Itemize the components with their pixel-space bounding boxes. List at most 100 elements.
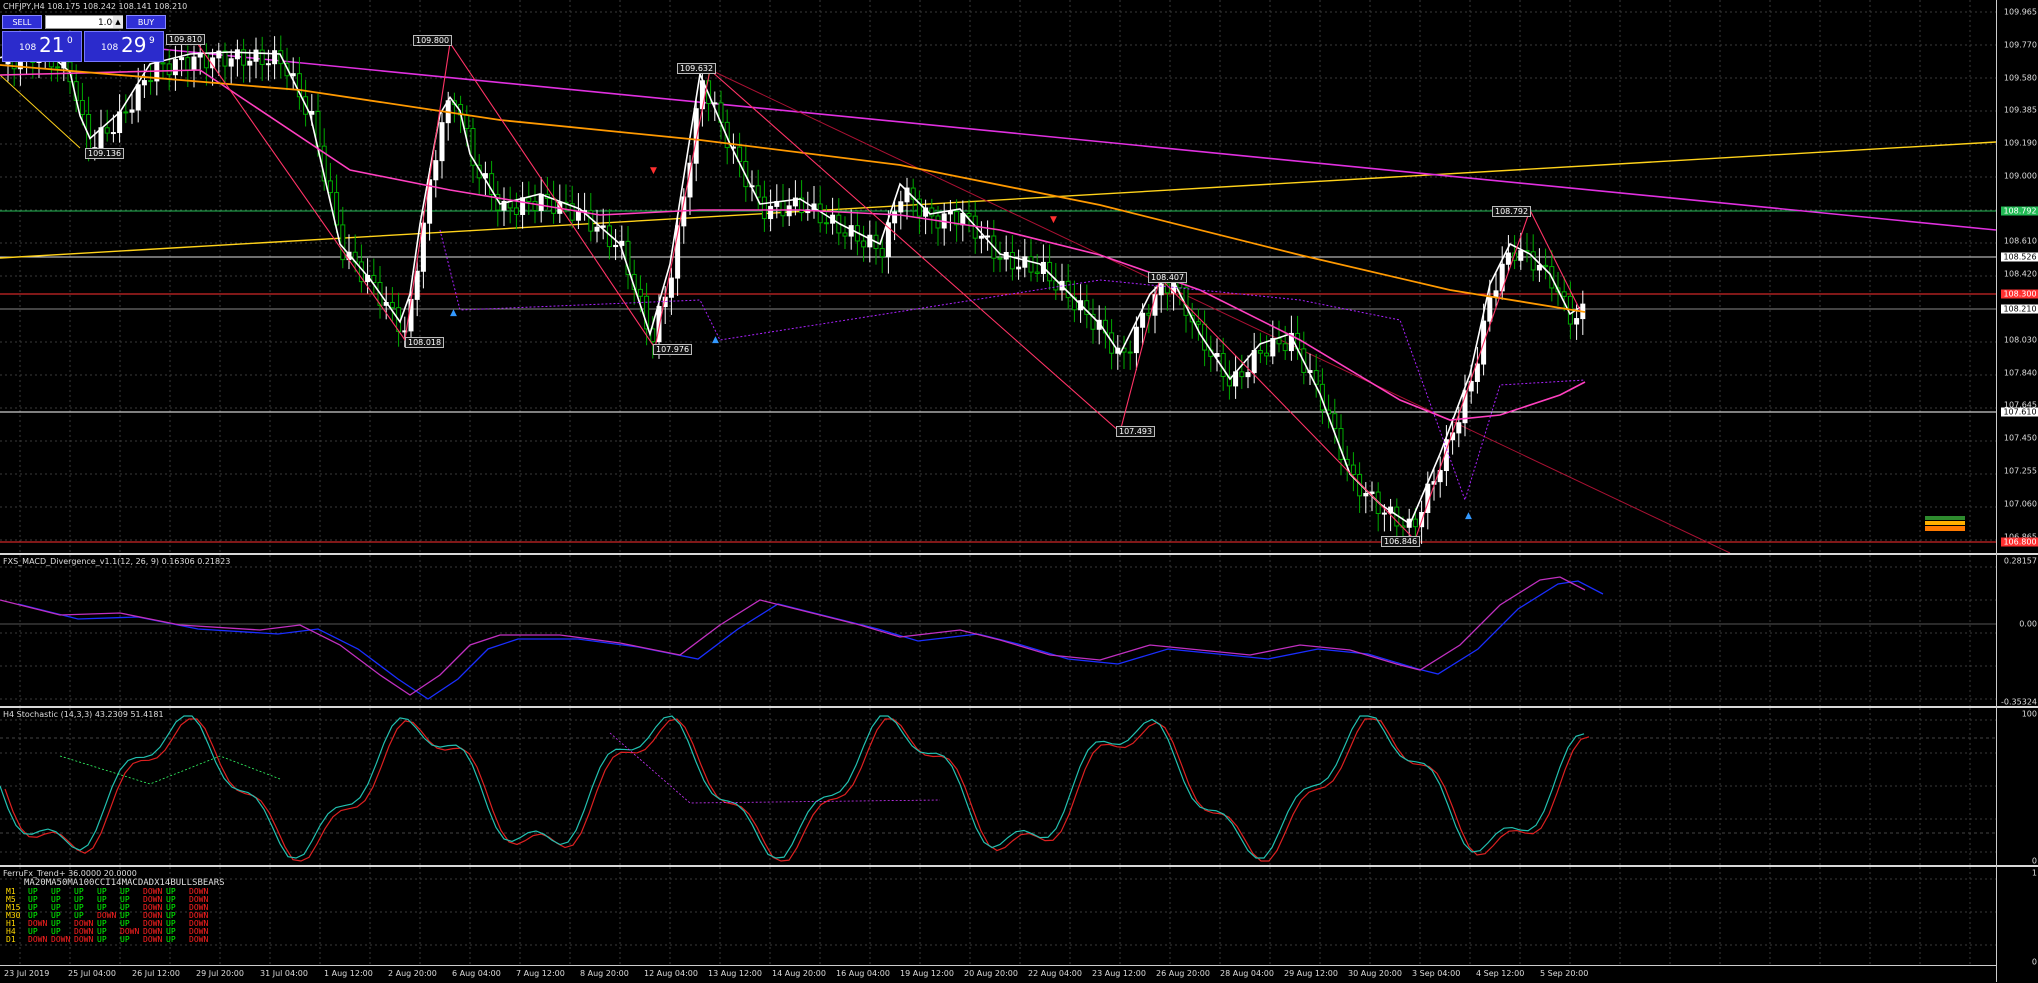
candle-body	[1034, 271, 1040, 274]
trend-row: M1 UP UP UP UP UP DOWN UP DOWN	[6, 888, 212, 896]
pane-separator[interactable]	[0, 706, 2038, 708]
time-axis-label: 20 Aug 20:00	[964, 969, 1018, 978]
trend-cell: UP	[74, 895, 84, 904]
candle-body	[1574, 318, 1580, 325]
trend-cell: DOWN	[189, 895, 209, 904]
price-axis-label: 109.770	[2003, 40, 2037, 50]
candle-body	[1065, 280, 1071, 299]
candle-body	[637, 288, 643, 297]
trend-cell: DOWN	[28, 919, 48, 928]
candle-body	[1158, 283, 1164, 296]
trend-cell: UP	[28, 911, 38, 920]
macd-title: FXS_MACD_Divergence_v1.1(12, 26, 9) 0.16…	[3, 557, 231, 566]
sell-button[interactable]: SELL	[2, 15, 42, 29]
candle-body	[420, 222, 426, 272]
candle-body	[1505, 252, 1511, 265]
channel-line	[699, 64, 1731, 554]
candle-body	[489, 173, 495, 195]
divergence-line	[59, 755, 281, 785]
candle-body	[1028, 256, 1034, 273]
sell-arrow-icon: ▼	[1050, 215, 1057, 225]
one-click-trading-panel: SELL ▼ 1.00 ▲ BUY 108 21 0 108 29 9	[2, 12, 166, 62]
buy-quote[interactable]: 108 29 9	[84, 31, 164, 62]
candle-body	[1363, 492, 1369, 497]
candle-body	[768, 205, 774, 220]
candle-body	[340, 224, 346, 261]
trend-pane[interactable]	[0, 867, 1996, 965]
time-axis-label: 22 Aug 04:00	[1028, 969, 1082, 978]
candle-body	[129, 109, 135, 113]
trend-timeframe: D1	[6, 935, 16, 944]
candle-body	[1437, 470, 1443, 483]
pane-separator[interactable]	[0, 553, 2038, 555]
candle-body	[389, 302, 395, 309]
candle-body	[532, 200, 538, 211]
time-axis-label: 23 Aug 12:00	[1092, 969, 1146, 978]
trend-cell: UP	[51, 887, 61, 896]
buy-quote-prefix: 108	[101, 43, 119, 53]
volume-profile-widget	[1925, 516, 1965, 532]
candle-body	[761, 196, 767, 220]
candle-body	[954, 211, 960, 226]
candle-body	[1245, 372, 1251, 378]
candle-body	[414, 270, 420, 300]
candle-body	[79, 100, 85, 116]
candle-body	[439, 122, 445, 162]
candle-body	[898, 201, 904, 213]
pane-separator[interactable]	[0, 865, 2038, 867]
time-axis-label: 1 Aug 12:00	[324, 969, 373, 978]
trend-timeframe: H4	[6, 927, 16, 936]
trend-table: M1 UP UP UP UP UP DOWN UP DOWN M5 UP UP UP UP UP DOWN UP…	[6, 888, 212, 944]
candle-body	[179, 57, 185, 61]
price-axis[interactable]: 109.965 109.770 109.580 109.385 109.190 …	[1996, 0, 2038, 982]
trend-timeframe: M15	[6, 903, 21, 912]
main-chart-pane[interactable]: ▲ ▲ ▲ ▼ ▼	[0, 0, 1997, 554]
candle-body	[253, 49, 259, 62]
candle-body	[1195, 321, 1201, 325]
price-tag: 108.210	[2001, 304, 2038, 314]
candle-body	[1462, 390, 1468, 424]
price-tag: 108.526	[2001, 252, 2038, 262]
trend-timeframe: M1	[6, 887, 16, 896]
candle-body	[290, 73, 296, 77]
trend-row: D1 DOWN DOWN DOWN UP UP DOWN UP DOWN	[6, 936, 212, 944]
trend-cell: UP	[97, 887, 107, 896]
lot-increase-button[interactable]: ▲	[113, 16, 123, 28]
candle-body	[1276, 338, 1282, 345]
price-axis-label: 107.060	[2003, 499, 2037, 509]
candle-body	[148, 80, 154, 83]
candle-body	[185, 57, 191, 71]
trend-cell: UP	[51, 895, 61, 904]
sell-quote[interactable]: 108 21 0	[2, 31, 82, 62]
time-axis-label: 29 Jul 20:00	[196, 969, 244, 978]
macd-axis-label: 0.00	[2019, 619, 2037, 629]
candle-body	[1270, 338, 1276, 357]
candle-body	[191, 56, 197, 71]
candle-body	[1561, 291, 1567, 297]
macd-line	[0, 576, 1586, 696]
trend-cell: DOWN	[143, 919, 163, 928]
candle-body	[538, 193, 544, 211]
time-axis-label: 25 Jul 04:00	[68, 969, 116, 978]
candle-body	[272, 50, 278, 65]
price-axis-label: 109.580	[2003, 73, 2037, 83]
price-tag: 106.800	[2001, 537, 2038, 547]
macd-pane[interactable]	[0, 555, 1996, 706]
stochastic-pane[interactable]	[0, 708, 1996, 865]
candle-body	[960, 213, 966, 226]
lot-size-input[interactable]: 1.00	[45, 15, 123, 29]
price-axis-label: 107.645	[2003, 400, 2037, 410]
ma-mid-line	[0, 69, 1586, 421]
trend-col-header: MA100	[67, 878, 95, 888]
candle-body	[166, 63, 172, 76]
time-axis[interactable]: 23 Jul 2019 25 Jul 04:00 26 Jul 12:00 29 Ju…	[0, 965, 1996, 983]
trend-cell: DOWN	[120, 927, 140, 936]
buy-button[interactable]: BUY	[126, 15, 166, 29]
candle-body	[464, 114, 470, 129]
candle-body	[1202, 323, 1208, 351]
price-chart[interactable]: ▲ ▲ ▲ ▼ ▼	[0, 0, 1997, 554]
candle-body	[1487, 296, 1493, 322]
buy-arrow-icon: ▲	[450, 308, 457, 318]
trend-cell: DOWN	[97, 911, 117, 920]
time-axis-label: 6 Aug 04:00	[452, 969, 501, 978]
